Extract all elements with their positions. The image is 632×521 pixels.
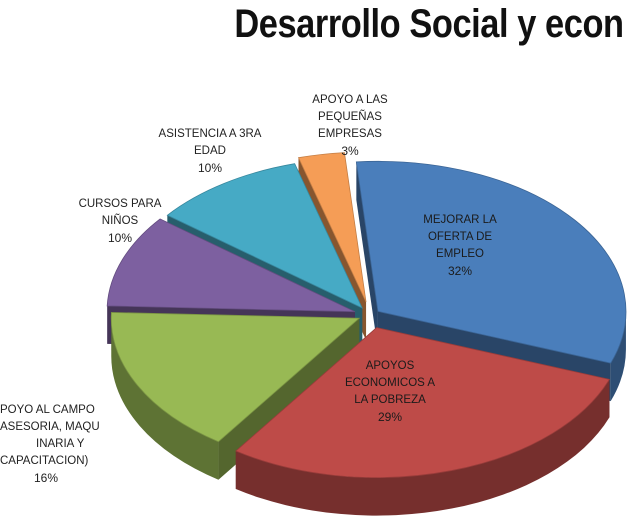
- pie-slice-5: [297, 152, 367, 303]
- slice-side-1-0: [235, 379, 610, 516]
- slice-side-2-0: [111, 318, 219, 480]
- slice-side-0-0: [610, 311, 626, 402]
- pie-slice-2: [110, 312, 361, 443]
- pie-slice-3: [106, 218, 356, 313]
- label-ninos: CURSOS PARA NIÑOS 10%: [78, 198, 162, 245]
- label-edad: ASISTENCIA A 3RA EDAD 10%: [158, 128, 262, 175]
- label-empleo: MEJORAR LA OFERTA DE EMPLEO 32%: [423, 214, 497, 278]
- slice-wall-0-0: [356, 161, 378, 350]
- pie-slice-1: [235, 327, 611, 478]
- chart-title: Desarrollo Social y econ: [234, 2, 625, 46]
- pie-slice-4: [166, 163, 364, 309]
- pie-slice-0: [355, 160, 627, 364]
- label-pobreza: APOYOS ECONOMICOS A LA POBREZA 29%: [344, 360, 436, 424]
- label-campo: POYO AL CAMPO ASESORIA, MAQU INARIA Y CA…: [0, 404, 100, 485]
- pie-tops: [106, 152, 627, 478]
- label-empresas: APOYO A LAS PEQUEÑAS EMPRESAS 3%: [312, 94, 388, 158]
